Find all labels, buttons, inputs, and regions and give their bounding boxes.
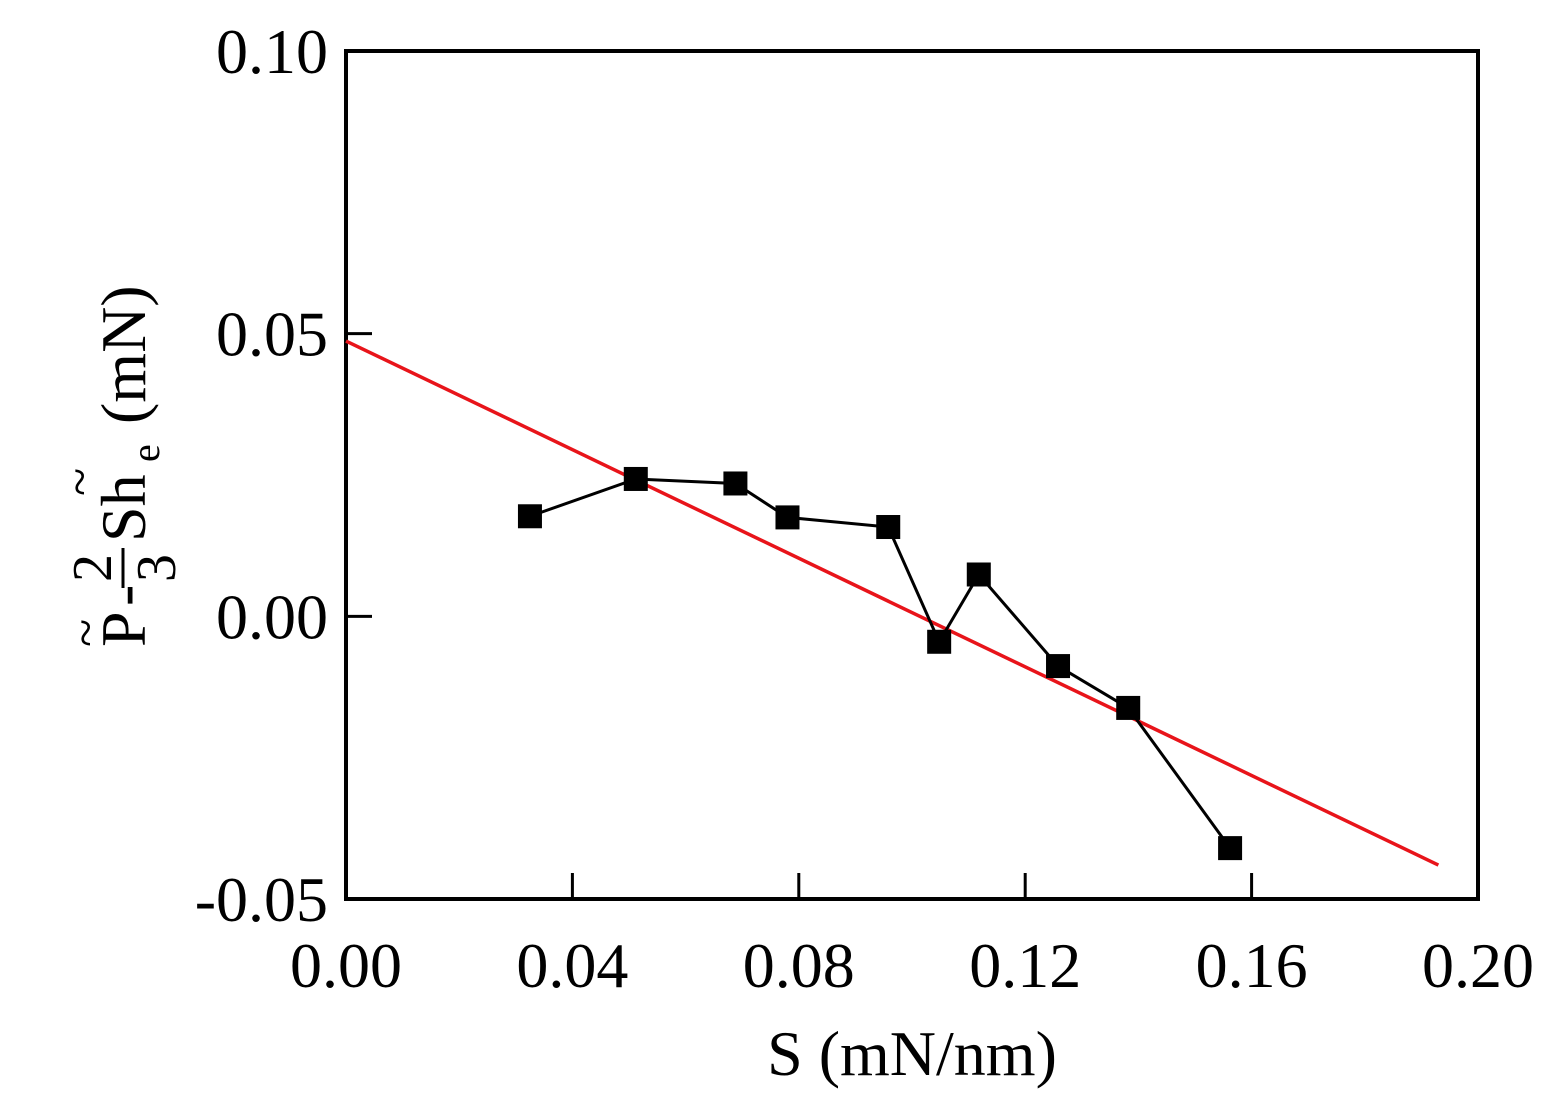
y-label-frac-num: 2 bbox=[62, 554, 124, 582]
y-label-p-tilde: ~ bbox=[58, 619, 115, 647]
x-axis-title: S (mN/nm) bbox=[767, 1018, 1057, 1089]
y-label-minus: - bbox=[88, 585, 159, 606]
y-tick-label: 0.00 bbox=[216, 581, 328, 652]
x-tick-label: 0.08 bbox=[743, 930, 855, 1001]
x-tick-label: 0.00 bbox=[290, 930, 402, 1001]
y-axis-ticks: -0.05 0.00 0.05 0.10 bbox=[195, 16, 372, 935]
data-point-marker bbox=[1218, 836, 1243, 861]
x-tick-label: 0.04 bbox=[516, 930, 628, 1001]
x-tick-label: 0.16 bbox=[1196, 930, 1308, 1001]
data-point-marker bbox=[876, 515, 901, 540]
y-label-unit: (mN) bbox=[88, 285, 159, 424]
y-label-frac-den: 3 bbox=[126, 554, 188, 582]
data-point-marker bbox=[1046, 654, 1071, 679]
y-tick-label: 0.05 bbox=[216, 299, 328, 370]
y-label-sh: Sh bbox=[88, 474, 159, 542]
x-axis-ticks: 0.00 0.04 0.08 0.12 0.16 0.20 bbox=[290, 873, 1534, 1001]
data-point-marker bbox=[517, 504, 542, 529]
y-tick-label: 0.10 bbox=[216, 16, 328, 87]
fit-line bbox=[345, 339, 1440, 867]
data-point-marker bbox=[1116, 695, 1141, 720]
y-label-p: P bbox=[88, 611, 159, 647]
data-point-marker bbox=[775, 505, 800, 530]
series-layer bbox=[345, 339, 1440, 867]
plot-frame bbox=[344, 49, 1480, 901]
y-label-subscript: e bbox=[123, 444, 168, 462]
data-point-marker bbox=[623, 466, 648, 491]
y-label-h-tilde: ~ bbox=[52, 468, 109, 496]
data-point-marker bbox=[966, 562, 991, 587]
y-tick-label: -0.05 bbox=[195, 864, 328, 935]
x-tick-label: 0.12 bbox=[969, 930, 1081, 1001]
y-axis-title: P ~ - 2 3 Sh ~ e (mN) bbox=[52, 285, 188, 647]
data-point-marker bbox=[723, 471, 748, 496]
x-tick-label: 0.20 bbox=[1422, 930, 1534, 1001]
data-point-marker bbox=[927, 629, 952, 654]
data-series-line bbox=[529, 477, 1232, 850]
